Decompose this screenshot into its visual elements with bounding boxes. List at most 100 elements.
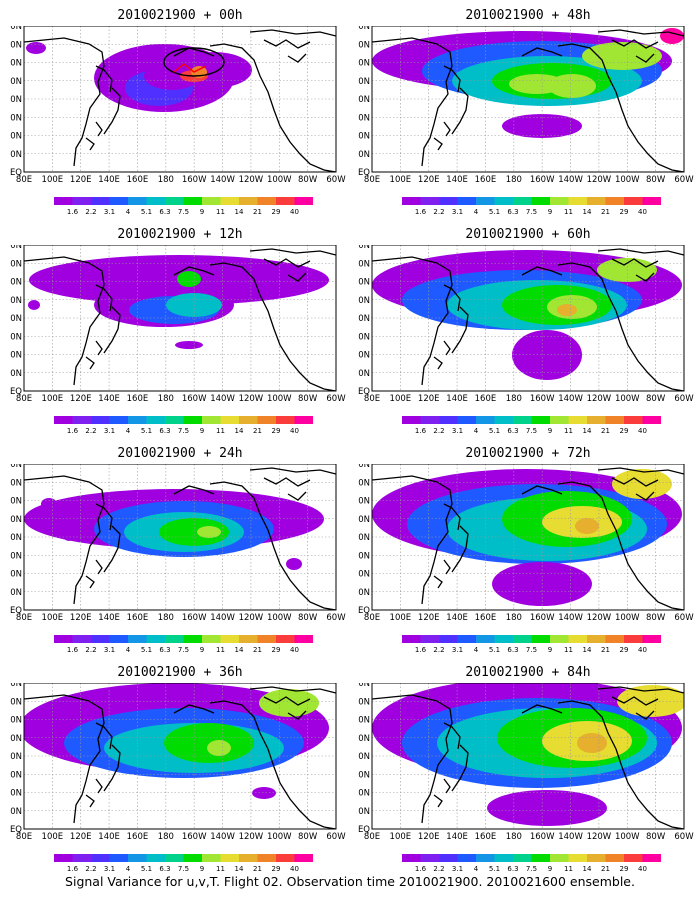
colorbar-swatch bbox=[202, 416, 221, 424]
coastlines bbox=[24, 467, 336, 610]
lat-label: 50N bbox=[10, 515, 22, 525]
lon-label: 120W bbox=[587, 394, 612, 404]
colorbar-swatch bbox=[165, 197, 184, 205]
variance-field bbox=[28, 255, 329, 349]
colorbar-label: 29 bbox=[272, 208, 281, 216]
lat-label: EQ bbox=[10, 606, 22, 616]
lon-label: 60W bbox=[326, 613, 346, 623]
lon-label: 160E bbox=[475, 394, 497, 404]
lon-label: 160W bbox=[530, 394, 555, 404]
colorbar-swatch bbox=[550, 197, 569, 205]
colorbar-label: 4 bbox=[126, 865, 131, 873]
colorbar-label: 21 bbox=[253, 646, 262, 654]
colorbar-swatch bbox=[513, 854, 532, 862]
lat-label: 50N bbox=[10, 77, 22, 87]
panel-title: 2010021900 + 36h bbox=[117, 665, 243, 680]
lat-label: 50N bbox=[10, 734, 22, 744]
lon-label: 100W bbox=[615, 832, 640, 842]
lon-label: 80E bbox=[364, 394, 380, 404]
lon-label: 60W bbox=[674, 175, 694, 185]
colorbar-label: 9 bbox=[200, 208, 204, 216]
colorbar-label: 14 bbox=[583, 646, 592, 654]
colorbar-swatch bbox=[605, 416, 624, 424]
coastlines bbox=[24, 29, 336, 172]
graticule bbox=[24, 245, 336, 391]
colorbar-label: 2.2 bbox=[85, 208, 96, 216]
lon-label: 160E bbox=[475, 175, 497, 185]
colorbar-label: 2.2 bbox=[433, 865, 444, 873]
colorbar-label: 4 bbox=[474, 865, 479, 873]
colorbar-swatch bbox=[202, 197, 221, 205]
variance-contour bbox=[197, 526, 221, 538]
colorbar-label: 6.3 bbox=[507, 427, 518, 435]
colorbar-label: 40 bbox=[638, 646, 647, 654]
map-panel: 2010021900 + 72h 80N 70N 60N 50N 40N 30N 20N 10N… bbox=[358, 446, 698, 668]
colorbar-label: 14 bbox=[235, 427, 244, 435]
panel-title: 2010021900 + 60h bbox=[465, 227, 591, 242]
colorbar-label: 5.1 bbox=[489, 865, 500, 873]
colorbar-label: 3.1 bbox=[452, 646, 463, 654]
lon-label: 140E bbox=[446, 394, 468, 404]
colorbar-label: 1.6 bbox=[67, 427, 79, 435]
lat-label: 80N bbox=[10, 245, 22, 251]
colorbar-label: 11 bbox=[564, 646, 573, 654]
lat-label: 40N bbox=[10, 533, 22, 543]
colorbar: 1.6 2.2 3.1 4 5.1 6.3 7.5 9 11 14 21 29 40 bbox=[54, 416, 313, 435]
colorbar-swatch bbox=[476, 635, 495, 643]
lon-label: 120E bbox=[418, 613, 440, 623]
lon-label: 160W bbox=[182, 394, 207, 404]
colorbar-label: 7.5 bbox=[526, 427, 537, 435]
panel-title: 2010021900 + 00h bbox=[117, 8, 243, 23]
lat-label: 20N bbox=[10, 132, 22, 142]
lon-label: 80E bbox=[16, 613, 32, 623]
colorbar-label: 4 bbox=[126, 427, 131, 435]
colorbar-label: 4 bbox=[474, 208, 479, 216]
lat-label: 60N bbox=[358, 716, 370, 726]
colorbar-swatch bbox=[128, 635, 147, 643]
lon-label: 80W bbox=[646, 613, 666, 623]
colorbar-label: 9 bbox=[200, 646, 204, 654]
lat-label: 10N bbox=[358, 807, 370, 817]
lon-label: 60W bbox=[326, 175, 346, 185]
lon-label: 140W bbox=[210, 394, 235, 404]
colorbar-label: 7.5 bbox=[178, 865, 189, 873]
colorbar-swatch bbox=[494, 416, 513, 424]
lon-label: 120W bbox=[587, 175, 612, 185]
colorbar-label: 1.6 bbox=[67, 646, 79, 654]
colorbar-label: 11 bbox=[564, 208, 573, 216]
colorbar-label: 4 bbox=[474, 646, 479, 654]
map-panel: 2010021900 + 00h 80N 70N 60N 50N 40N 30N 20N 10N… bbox=[10, 8, 350, 230]
colorbar-label: 40 bbox=[290, 646, 299, 654]
colorbar-swatch bbox=[420, 416, 439, 424]
lon-label: 180 bbox=[158, 832, 174, 842]
lon-label: 60W bbox=[674, 394, 694, 404]
lon-label: 160W bbox=[530, 832, 555, 842]
lon-label: 60W bbox=[326, 394, 346, 404]
variance-contour bbox=[164, 723, 254, 763]
lon-label: 120W bbox=[587, 613, 612, 623]
colorbar-swatch bbox=[202, 854, 221, 862]
colorbar-label: 29 bbox=[272, 427, 281, 435]
colorbar: 1.6 2.2 3.1 4 5.1 6.3 7.5 9 11 14 21 29 40 bbox=[54, 635, 313, 654]
colorbar-swatch bbox=[220, 635, 239, 643]
panel-title: 2010021900 + 24h bbox=[117, 446, 243, 461]
lat-label: EQ bbox=[10, 825, 22, 835]
lon-label: 100E bbox=[42, 832, 64, 842]
map-panel: 2010021900 + 36h 80N 70N 60N 50N 40N 30N 20N 10N… bbox=[10, 665, 350, 887]
lat-label: 70N bbox=[358, 40, 370, 50]
colorbar-swatch bbox=[257, 635, 276, 643]
lon-label: 160E bbox=[127, 613, 149, 623]
lon-label: 100E bbox=[390, 613, 412, 623]
colorbar-label: 14 bbox=[583, 427, 592, 435]
lon-label: 180 bbox=[158, 175, 174, 185]
lat-label: 30N bbox=[358, 113, 370, 123]
lat-label: 60N bbox=[10, 716, 22, 726]
colorbar-swatch bbox=[146, 416, 165, 424]
colorbar-swatch bbox=[239, 416, 258, 424]
colorbar-swatch bbox=[72, 416, 91, 424]
coastlines bbox=[24, 686, 336, 829]
colorbar: 1.6 2.2 3.1 4 5.1 6.3 7.5 9 11 14 21 29 40 bbox=[402, 197, 661, 216]
colorbar-label: 11 bbox=[216, 208, 225, 216]
colorbar-label: 29 bbox=[620, 208, 629, 216]
colorbar-label: 1.6 bbox=[415, 646, 427, 654]
